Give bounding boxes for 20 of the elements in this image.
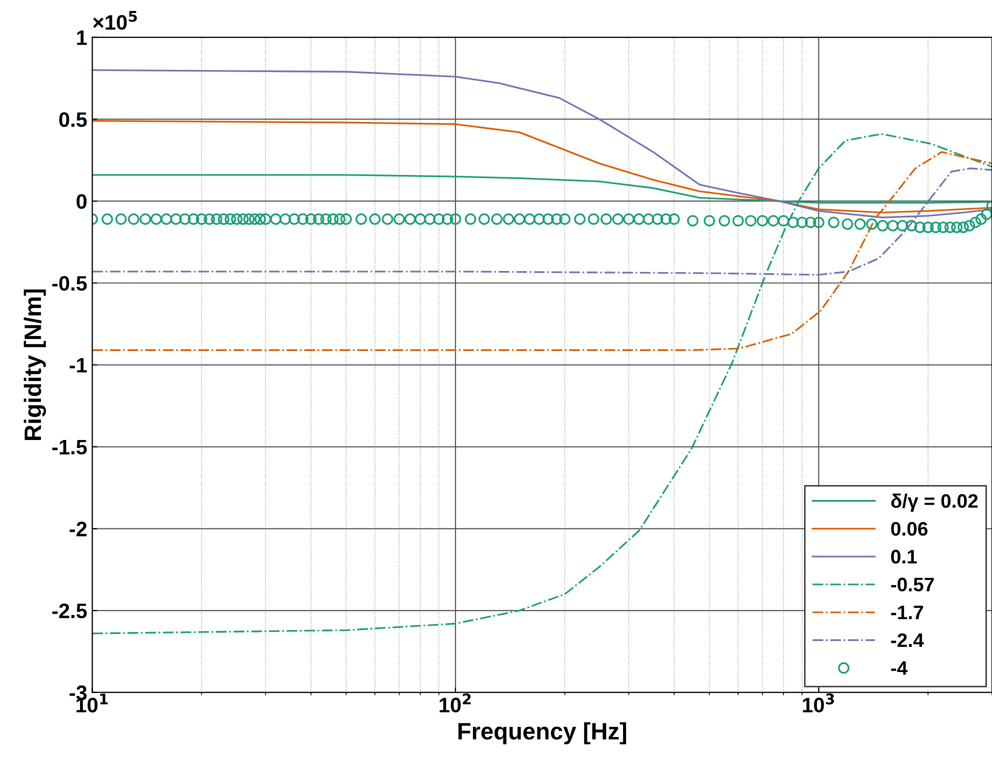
x-axis-title: Frequency [Hz]: [458, 722, 626, 744]
y-tick-label: -1: [70, 358, 87, 372]
legend-label: -0.57: [891, 578, 934, 592]
legend-label: -4: [891, 661, 908, 675]
y-tick-label: 0.5: [59, 112, 87, 127]
legend-label: 0.1: [891, 550, 917, 564]
y-axis-title: Rigidity [N/m]: [24, 289, 46, 440]
legend-label: δ/γ = 0.02: [891, 494, 978, 512]
y-tick-label: -2.5: [52, 604, 87, 618]
y-tick-label: -0.5: [52, 276, 87, 291]
legend-label: -2.4: [891, 633, 924, 647]
legend-label: -1.7: [891, 606, 924, 620]
text: ×10$^{5}$: [93, 10, 137, 30]
x-tick-label: 10$^{2}$: [440, 693, 471, 712]
y-tick-label: -2: [70, 522, 87, 536]
y-tick-label: -1.5: [52, 440, 87, 455]
x-tick-label: 10$^{3}$: [802, 693, 834, 712]
legend-label: 0.06: [891, 522, 928, 536]
y-tick-label: 1: [77, 30, 87, 45]
y-tick-label: 0: [76, 194, 87, 209]
